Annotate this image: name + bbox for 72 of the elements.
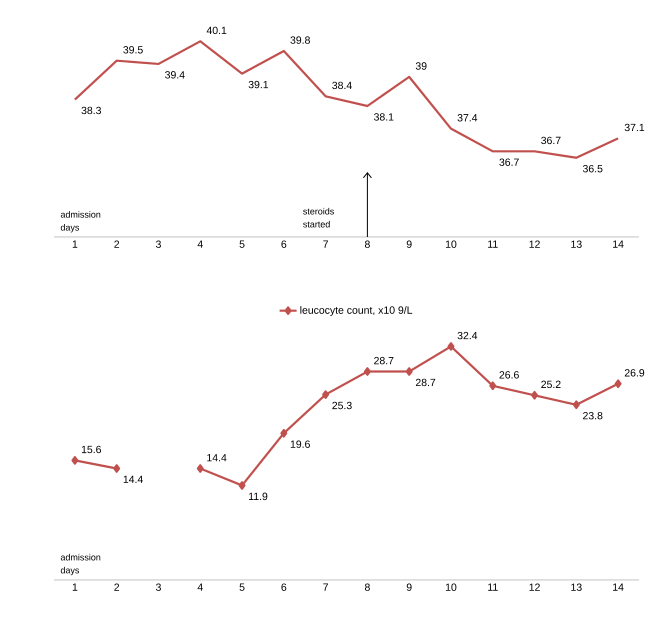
x-tick-label: 4 bbox=[198, 584, 203, 591]
data-label: 36.5 bbox=[582, 164, 602, 172]
data-label: 25.3 bbox=[332, 402, 352, 410]
x-tick-label: 6 bbox=[281, 240, 286, 248]
x-tick-label: 12 bbox=[530, 240, 540, 248]
x-tick-label: 10 bbox=[446, 240, 456, 248]
point bbox=[280, 428, 288, 438]
x-tick-label: 11 bbox=[488, 240, 498, 248]
x-tick-label: 9 bbox=[406, 584, 412, 591]
data-label: 36.7 bbox=[499, 158, 519, 166]
x-tick-label: 4 bbox=[198, 240, 203, 248]
x-tick-label: 7 bbox=[323, 240, 328, 248]
x-axis-title: admission days bbox=[60, 554, 100, 576]
data-label: 37.1 bbox=[624, 124, 644, 132]
point bbox=[196, 464, 204, 473]
point bbox=[238, 481, 246, 490]
data-label: 39.8 bbox=[290, 36, 310, 44]
x-tick-label: 12 bbox=[530, 584, 540, 591]
data-label: 14.4 bbox=[207, 454, 226, 462]
data-label: 26.9 bbox=[624, 369, 644, 377]
x-axis-title: admission days bbox=[60, 211, 100, 232]
data-label: 11.9 bbox=[249, 492, 268, 500]
x-tick-label: 14 bbox=[613, 584, 624, 591]
x-tick-label: 9 bbox=[406, 240, 412, 248]
x-tick-label: 5 bbox=[240, 240, 245, 248]
data-label: 28.7 bbox=[416, 378, 436, 386]
data-label: 38.3 bbox=[81, 106, 101, 114]
x-tick-label: 8 bbox=[364, 584, 370, 591]
x-tick-label: 7 bbox=[323, 584, 328, 591]
data-label: 23.8 bbox=[583, 412, 602, 420]
data-label: 40.1 bbox=[206, 26, 226, 34]
x-tick-label: 8 bbox=[364, 240, 370, 248]
x-tick-label: 2 bbox=[114, 240, 120, 248]
data-label: 39.5 bbox=[123, 46, 143, 54]
data-label: 38.4 bbox=[332, 82, 352, 90]
data-label: 19.6 bbox=[290, 440, 310, 448]
x-tick-label: 1 bbox=[72, 240, 78, 248]
point bbox=[489, 381, 496, 390]
legend-label: leucocyte count, x10 9/L bbox=[300, 306, 412, 316]
point bbox=[406, 367, 413, 376]
data-label: 39 bbox=[416, 62, 427, 70]
data-label: 26.6 bbox=[499, 371, 519, 379]
data-label: 25.2 bbox=[541, 380, 561, 388]
point bbox=[364, 367, 371, 376]
data-label: 39.1 bbox=[248, 80, 268, 88]
x-tick-label: 11 bbox=[488, 584, 498, 591]
data-label: 37.4 bbox=[458, 114, 478, 122]
point bbox=[71, 456, 78, 465]
data-label: 28.7 bbox=[374, 356, 394, 364]
point bbox=[322, 390, 330, 399]
x-tick-label: 1 bbox=[72, 584, 78, 591]
x-tick-label: 13 bbox=[571, 584, 582, 591]
x-tick-label: 2 bbox=[114, 584, 120, 591]
x-tick-label: 3 bbox=[156, 584, 161, 591]
text: steroids started bbox=[303, 208, 334, 228]
data-label: 15.6 bbox=[82, 446, 101, 454]
data-label: 32.4 bbox=[458, 332, 478, 340]
data-label: 38.1 bbox=[374, 113, 394, 121]
point bbox=[447, 342, 454, 351]
data-label: 14.4 bbox=[124, 476, 143, 483]
point bbox=[531, 390, 538, 400]
x-tick-label: 5 bbox=[240, 584, 245, 591]
data-label: 39.4 bbox=[165, 71, 185, 79]
point bbox=[113, 464, 120, 473]
point bbox=[614, 379, 622, 388]
data-label: 36.7 bbox=[541, 136, 561, 144]
point bbox=[572, 400, 580, 410]
x-tick-label: 6 bbox=[281, 584, 286, 591]
x-tick-label: 13 bbox=[571, 240, 582, 248]
x-tick-label: 3 bbox=[156, 240, 161, 248]
x-tick-label: 10 bbox=[446, 584, 456, 591]
x-tick-label: 14 bbox=[613, 240, 624, 248]
